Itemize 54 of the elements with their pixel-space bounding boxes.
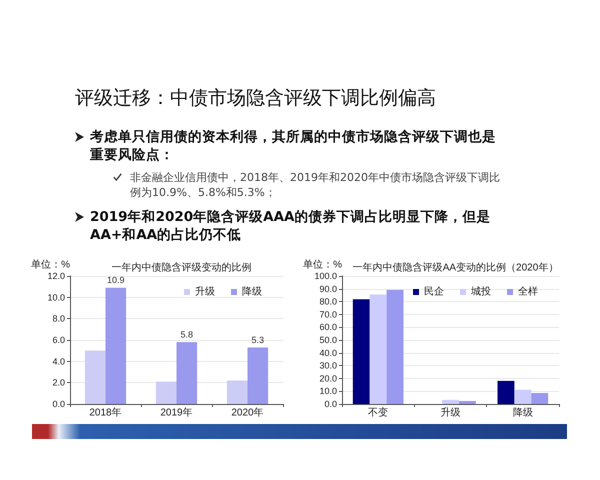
text: 2019年和2020年隐含评级AAA的债券下调占比明显下降，但是AA+和AA的占比仍不低 (90, 208, 492, 244)
text: 非金融企业信用债中，2018年、2019年和2020年中债市场隐含评级下调比例为10.9%、5.8%和5.3%； (130, 170, 501, 200)
text: 评级迁移：中债市场隐含评级下调比例偏高 (75, 86, 437, 110)
bar (370, 294, 387, 404)
x-tick-label: 升级 (440, 406, 460, 418)
bar (514, 390, 532, 404)
bar (156, 382, 176, 404)
y-tick-label: 2.0 (52, 378, 65, 388)
y-tick-label: 90.0 (319, 284, 337, 294)
chart-title: 一年内中债隐含评级变动的比例 (112, 262, 252, 274)
data-label: 5.3 (252, 334, 264, 345)
y-tick-label: 8.0 (52, 314, 65, 324)
y-tick-label: 12.0 (47, 271, 65, 281)
bar (226, 380, 248, 404)
x-tick-label: 2020年 (231, 406, 264, 418)
bar (386, 290, 404, 404)
bar (84, 350, 106, 404)
data-label: 10.9 (107, 275, 125, 286)
bar (498, 380, 514, 404)
bar (248, 347, 268, 404)
y-tick-label: 4.0 (52, 356, 65, 366)
x-tick-label: 降级 (512, 406, 533, 418)
y-tick-label: 0.0 (324, 399, 337, 409)
y-tick-label: 100.0 (314, 271, 337, 281)
y-axis-title: 单位：% (303, 258, 342, 270)
bar (442, 400, 459, 404)
bar (176, 342, 198, 404)
y-tick-label: 10.0 (319, 386, 337, 396)
x-tick-label: 2019年 (160, 406, 193, 418)
bar (106, 288, 126, 404)
y-tick-label: 0.0 (52, 399, 65, 409)
legend-label: 全样 (518, 286, 538, 298)
y-tick-label: 60.0 (319, 322, 337, 332)
y-tick-label: 6.0 (52, 335, 65, 345)
y-tick-label: 70.0 (319, 309, 337, 320)
y-tick-label: 10.0 (47, 292, 65, 302)
chart-title: 一年内中债隐含评级AA变动的比例（2020年） (352, 262, 558, 274)
bar (458, 401, 476, 404)
x-tick-label: 不变 (368, 406, 388, 418)
legend-label: 民企 (424, 286, 444, 298)
x-tick-label: 2018年 (89, 406, 122, 418)
y-tick-label: 40.0 (319, 348, 337, 358)
legend-label: 升级 (195, 286, 215, 298)
legend-label: 降级 (242, 286, 262, 298)
y-tick-label: 30.0 (319, 360, 337, 371)
y-tick-label: 80.0 (319, 296, 337, 307)
bar (352, 299, 370, 404)
bar (531, 392, 548, 404)
y-tick-label: 50.0 (319, 335, 337, 345)
y-tick-label: 20.0 (319, 373, 337, 384)
data-label: 5.8 (180, 330, 194, 340)
y-axis-title: 单位：% (31, 258, 70, 270)
text: 考虑单只信用债的资本利得，其所属的中债市场隐含评级下调也是重要风险点： (90, 128, 497, 164)
legend-label: 城投 (470, 286, 491, 298)
